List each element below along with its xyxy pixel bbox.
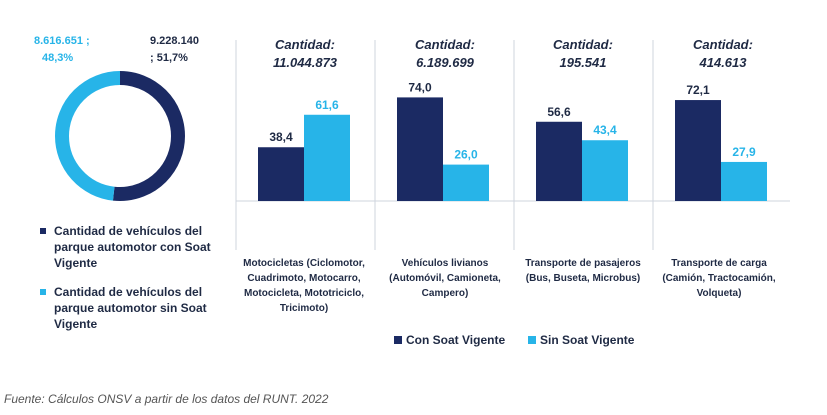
legend-text-con: Cantidad de vehículos del parque automot…: [54, 224, 211, 270]
donut-label-con: 9.228.140 ; 51,7%: [150, 33, 199, 67]
chart-legend-swatch-con: [394, 336, 402, 344]
bar-chart: 38,4 61,6 74,0 26,0 56,6 43,4 72,1 27,9: [235, 40, 790, 250]
chart-legend-sin: Sin Soat Vigente: [528, 333, 634, 347]
qty-1: Cantidad: 6.189.699: [380, 36, 510, 72]
source-note: Fuente: Cálculos ONSV a partir de los da…: [4, 392, 329, 406]
qty-3: Cantidad: 414.613: [658, 36, 788, 72]
legend-text-sin: Cantidad de vehículos del parque automot…: [54, 285, 207, 331]
chart-legend-con: Con Soat Vigente: [394, 333, 505, 347]
donut-label-sin-value: 8.616.651 ;: [34, 35, 90, 47]
qty-0-prefix: Cantidad:: [275, 37, 335, 52]
qty-3-value: 414.613: [699, 55, 747, 70]
bar-sin-0: [304, 114, 350, 201]
data-label-sin-3: 27,9: [732, 145, 756, 159]
chart-legend-swatch-sin: [528, 336, 536, 344]
bar-sin-2: [582, 140, 628, 201]
category-label-3: Transporte de carga (Camión, Tractocamió…: [662, 258, 776, 299]
qty-2-prefix: Cantidad:: [553, 37, 613, 52]
category-label-2: Transporte de pasajeros (Bus, Buseta, Mi…: [525, 258, 641, 284]
bar-con-3: [675, 100, 721, 201]
donut-label-sin: 8.616.651 ; 48,3%: [34, 33, 90, 67]
donut-label-sin-pct: 48,3%: [42, 52, 74, 64]
legend-swatch-con: [40, 228, 46, 234]
donut-slice-sin: [55, 71, 185, 201]
qty-1-prefix: Cantidad:: [415, 37, 475, 52]
data-label-sin-0: 61,6: [315, 98, 339, 112]
bar-sin-3: [721, 161, 767, 201]
donut-label-con-value: 9.228.140: [150, 35, 199, 47]
bar-con-1: [397, 97, 443, 201]
category-label-1: Vehículos livianos (Automóvil, Camioneta…: [389, 258, 501, 299]
data-label-con-3: 72,1: [686, 83, 710, 97]
qty-2: Cantidad: 195.541: [518, 36, 648, 72]
bar-con-2: [536, 121, 582, 201]
qty-0: Cantidad: 11.044.873: [240, 36, 370, 72]
bar-sin-1: [443, 164, 489, 201]
qty-3-prefix: Cantidad:: [693, 37, 753, 52]
category-label-0: Motocicletas (Ciclomotor, Cuadrimoto, Mo…: [243, 258, 365, 314]
legend-swatch-sin: [40, 289, 46, 295]
donut-chart: [55, 71, 185, 201]
data-label-con-2: 56,6: [547, 105, 571, 119]
qty-1-value: 6.189.699: [416, 55, 474, 70]
qty-0-value: 11.044.873: [272, 55, 338, 70]
donut-label-con-pct: ; 51,7%: [150, 52, 188, 64]
qty-2-value: 195.541: [559, 55, 607, 70]
bar-con-0: [258, 147, 304, 201]
data-label-con-1: 74,0: [408, 80, 432, 94]
chart-legend-label-sin: Sin Soat Vigente: [540, 333, 635, 347]
chart-legend-label-con: Con Soat Vigente: [406, 333, 506, 347]
data-label-con-0: 38,4: [269, 130, 293, 144]
data-label-sin-2: 43,4: [593, 123, 617, 137]
data-label-sin-1: 26,0: [454, 148, 478, 162]
